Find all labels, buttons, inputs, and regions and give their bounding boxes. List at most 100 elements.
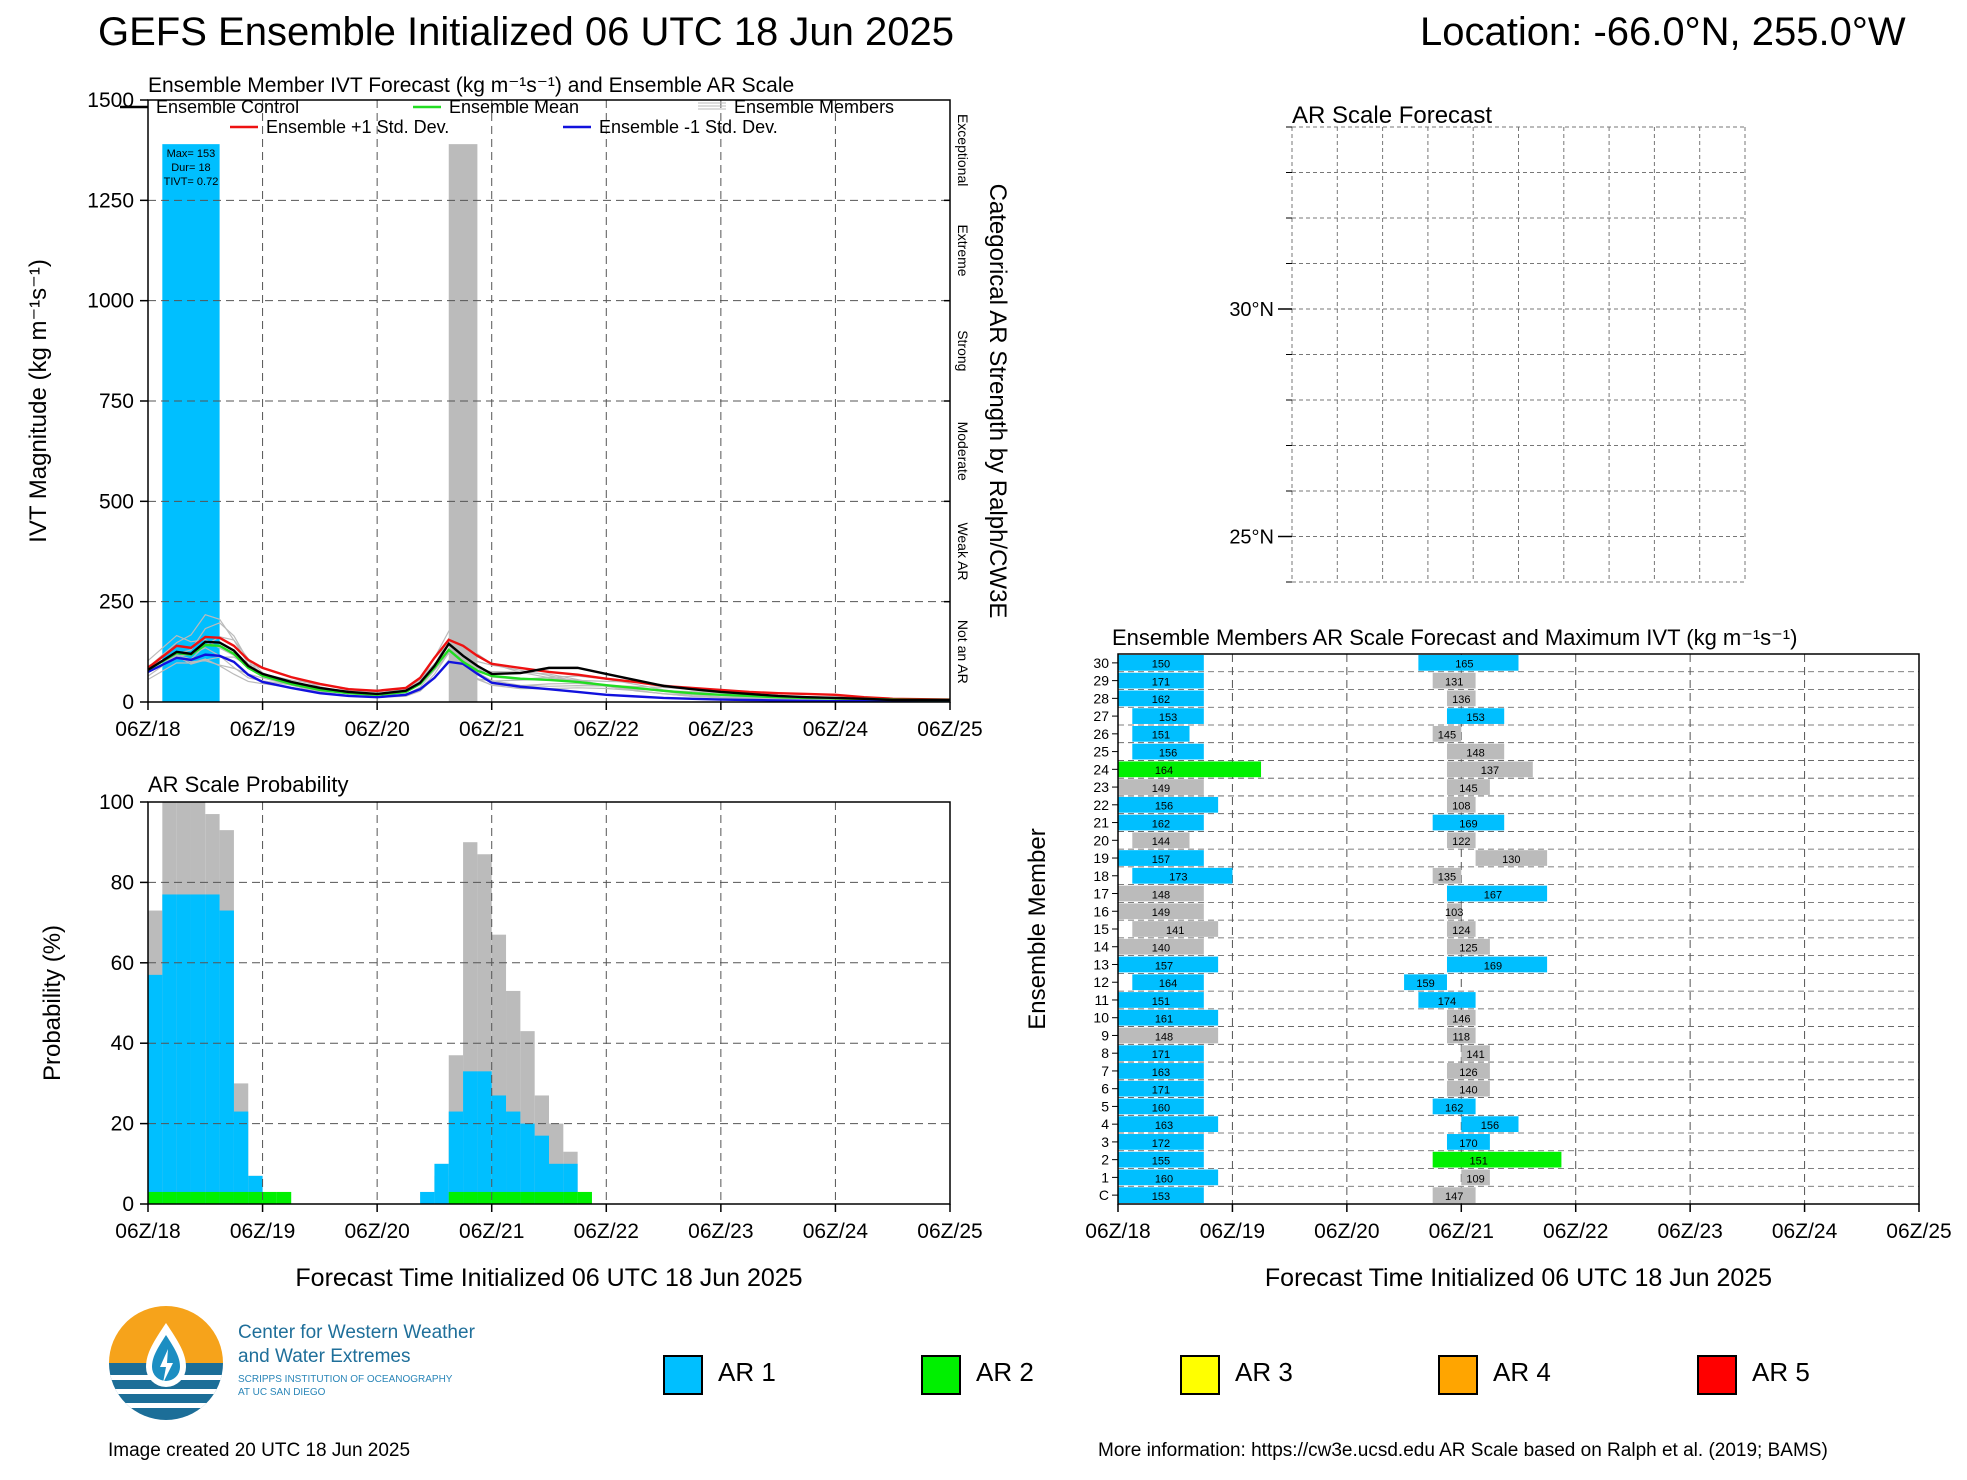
member-event-max-ivt: 156 <box>1155 801 1173 813</box>
member-event-bar <box>1404 974 1447 991</box>
member-event-max-ivt: 174 <box>1438 996 1456 1008</box>
member-event-max-ivt: 126 <box>1459 1067 1477 1079</box>
members-ytick-label: 12 <box>1093 974 1109 990</box>
member-event-bar <box>1118 903 1204 920</box>
ivt-ylabel: IVT Magnitude (kg m⁻¹s⁻¹) <box>25 259 52 543</box>
member-event-max-ivt: 145 <box>1459 783 1477 795</box>
ivt-category-label: Not an AR <box>955 620 971 684</box>
members-xlabel: Forecast Time Initialized 06 UTC 18 Jun … <box>1265 1264 1772 1292</box>
prob-bar-ar2 <box>205 1191 220 1204</box>
members-ytick-label: 13 <box>1093 956 1109 972</box>
logo-text-line1: Center for Western Weather <box>238 1322 475 1343</box>
ivt-legend-label: Ensemble +1 Std. Dev. <box>266 117 449 137</box>
member-event-max-ivt: 157 <box>1155 960 1173 972</box>
prob-xtick-label: 06Z/21 <box>459 1220 524 1243</box>
member-event-max-ivt: 164 <box>1159 978 1177 990</box>
ivt-title: Ensemble Member IVT Forecast (kg m⁻¹s⁻¹)… <box>148 74 794 97</box>
map-title: AR Scale Forecast <box>1292 102 1492 129</box>
members-ytick-label: C <box>1099 1187 1109 1203</box>
member-event-max-ivt: 172 <box>1152 1138 1170 1150</box>
members-xtick-label: 06Z/21 <box>1429 1220 1494 1243</box>
prob-bar-ar2 <box>162 1191 177 1204</box>
member-event-bar <box>1118 992 1204 1008</box>
prob-bar-ar1 <box>176 894 191 1204</box>
members-ytick-label: 21 <box>1093 815 1109 831</box>
members-ytick-label: 2 <box>1101 1152 1109 1168</box>
member-event-max-ivt: 149 <box>1152 783 1170 795</box>
member-event-bar <box>1118 690 1204 707</box>
prob-bar-ar2 <box>463 1191 478 1204</box>
members-ytick-label: 15 <box>1093 921 1109 937</box>
member-event-max-ivt: 156 <box>1481 1120 1499 1132</box>
prob-bar-ar2 <box>233 1191 249 1204</box>
prob-bar-ar2 <box>148 1191 163 1204</box>
prob-bar-ar2 <box>563 1191 578 1204</box>
prob-xtick-label: 06Z/22 <box>574 1220 639 1243</box>
member-event-max-ivt: 103 <box>1445 907 1463 919</box>
ivt-ytick-label: 1250 <box>87 189 134 212</box>
logo-text-line2: and Water Extremes <box>238 1346 411 1367</box>
member-event-bar <box>1446 1080 1490 1097</box>
prob-bar-ar2 <box>276 1191 292 1204</box>
member-event-bar <box>1432 814 1505 831</box>
ivt-category-label: Weak AR <box>955 522 971 580</box>
member-event-bar <box>1446 1009 1476 1026</box>
member-event-bar <box>1132 708 1204 724</box>
member-event-max-ivt: 145 <box>1438 730 1456 742</box>
legend-label-ar1: AR 1 <box>718 1357 776 1387</box>
ivt-right-label: Categorical AR Strength by Ralph/CW3E <box>984 184 1011 619</box>
prob-bar-ar2 <box>262 1191 277 1204</box>
member-event-max-ivt: 146 <box>1452 1014 1470 1026</box>
member-event-bar <box>1118 1045 1204 1062</box>
legend-label-ar2: AR 2 <box>976 1357 1034 1387</box>
member-event-max-ivt: 160 <box>1152 1102 1170 1114</box>
ivt-xtick-label: 06Z/23 <box>688 718 753 741</box>
member-event-max-ivt: 162 <box>1152 694 1170 706</box>
prob-bar-ar2 <box>549 1191 564 1204</box>
members-title: Ensemble Members AR Scale Forecast and M… <box>1112 625 1797 650</box>
legend-swatch-ar3 <box>1180 1355 1220 1395</box>
prob-xtick-label: 06Z/20 <box>344 1220 409 1243</box>
prob-bar-ar1 <box>534 1135 549 1204</box>
prob-bar-ar1 <box>190 894 206 1204</box>
member-event-bar <box>1446 956 1548 973</box>
member-event-bar <box>1418 992 1476 1008</box>
ivt-series-control <box>147 640 950 702</box>
members-ytick-label: 29 <box>1093 673 1109 689</box>
legend-label-ar4: AR 4 <box>1493 1357 1551 1387</box>
member-event-max-ivt: 148 <box>1155 1031 1173 1043</box>
member-event-max-ivt: 171 <box>1152 676 1170 688</box>
member-event-bar <box>1446 832 1476 849</box>
members-xtick-label: 06Z/18 <box>1085 1220 1150 1243</box>
member-event-bar <box>1446 743 1505 760</box>
ivt-xtick-label: 06Z/22 <box>574 718 639 741</box>
prob-bar-ar1 <box>162 894 177 1204</box>
ivt-series-plus_std <box>147 635 951 701</box>
legend-label-ar3: AR 3 <box>1235 1357 1293 1387</box>
logo-text-line4: AT UC SAN DIEGO <box>238 1387 326 1398</box>
members-ytick-label: 18 <box>1093 868 1109 884</box>
member-event-max-ivt: 151 <box>1152 996 1170 1008</box>
member-event-max-ivt: 125 <box>1459 943 1477 955</box>
ivt-xtick-label: 06Z/19 <box>230 718 295 741</box>
member-event-max-ivt: 131 <box>1445 676 1463 688</box>
member-event-max-ivt: 141 <box>1166 925 1184 937</box>
member-event-max-ivt: 150 <box>1152 659 1170 671</box>
members-ytick-label: 23 <box>1093 779 1109 795</box>
member-event-bar <box>1118 956 1219 973</box>
member-event-bar <box>1118 1151 1204 1168</box>
prob-bar-ar2 <box>577 1191 592 1204</box>
ivt-ar-bar <box>448 144 478 702</box>
members-ytick-label: 3 <box>1101 1134 1109 1150</box>
prob-bar-ar1 <box>477 1071 492 1204</box>
members-ytick-label: 10 <box>1093 1010 1109 1026</box>
prob-bar-ar2 <box>190 1191 206 1204</box>
legend-swatch-ar2 <box>921 1355 961 1395</box>
prob-ytick-label: 100 <box>99 791 134 814</box>
member-event-max-ivt: 165 <box>1455 659 1473 671</box>
member-event-bar <box>1118 1187 1204 1203</box>
member-event-bar <box>1118 1134 1204 1150</box>
member-event-bar <box>1118 1009 1219 1026</box>
members-ytick-label: 28 <box>1093 690 1109 706</box>
member-event-max-ivt: 155 <box>1152 1156 1170 1168</box>
